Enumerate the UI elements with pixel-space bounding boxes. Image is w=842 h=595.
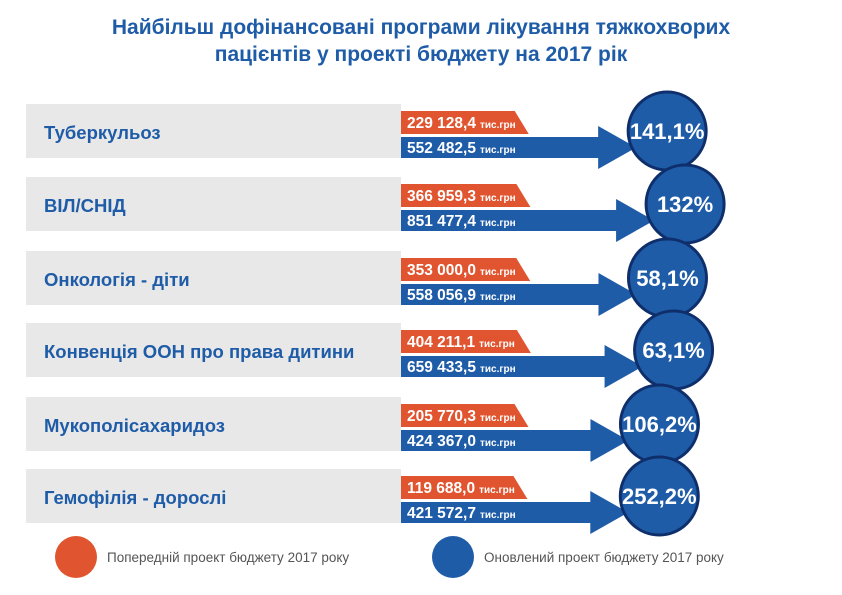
category-band (26, 177, 401, 231)
legend-swatch-previous (55, 536, 97, 578)
category-band (26, 469, 401, 523)
legend-item-previous: Попередній проект бюджету 2017 року (55, 536, 350, 578)
previous-bar (401, 404, 529, 427)
legend-label-previous: Попередній проект бюджету 2017 року (107, 549, 350, 565)
growth-label: 106,2% (622, 412, 697, 437)
previous-value-label: 205 770,3 тис.грн (407, 408, 516, 425)
updated-arrow (401, 491, 629, 534)
legend-swatch-updated (432, 536, 474, 578)
previous-value-label: 366 959,3 тис.грн (407, 188, 516, 205)
category-label: Онкологія - діти (44, 269, 190, 290)
updated-value-label: 552 482,5 тис.грн (407, 140, 516, 157)
updated-arrow (401, 126, 637, 169)
category-label: ВІЛ/СНІД (44, 195, 126, 216)
category-band (26, 397, 401, 451)
growth-label: 58,1% (636, 266, 698, 291)
updated-value-label: 424 367,0 тис.грн (407, 433, 516, 450)
growth-label: 63,1% (642, 338, 704, 363)
previous-bar (401, 111, 529, 134)
updated-arrow (401, 273, 637, 316)
category-label: Мукополісахаридоз (44, 415, 225, 436)
updated-arrow (401, 419, 629, 462)
chart-title-line-1: Найбільш дофінансовані програми лікуванн… (111, 16, 731, 39)
category-label: Конвенція ООН про права дитини (44, 341, 354, 362)
previous-bar (401, 476, 528, 499)
previous-bar (401, 330, 531, 353)
growth-label: 132% (657, 192, 713, 217)
previous-value-label: 404 211,1 тис.грн (407, 334, 515, 351)
growth-label: 141,1% (630, 119, 705, 144)
previous-value-label: 229 128,4 тис.грн (407, 115, 516, 132)
category-label: Гемофілія - дорослі (44, 487, 226, 508)
growth-label: 252,2% (622, 484, 697, 509)
updated-arrow (401, 345, 643, 388)
category-band (26, 323, 401, 377)
updated-value-label: 659 433,5 тис.грн (407, 359, 516, 376)
category-band (26, 251, 401, 305)
updated-value-label: 851 477,4 тис.грн (407, 213, 516, 230)
category-label: Туберкульоз (44, 122, 161, 143)
previous-value-label: 119 688,0 тис.грн (407, 480, 515, 497)
previous-bar (401, 258, 531, 281)
legend-item-updated: Оновлений проект бюджету 2017 року (432, 536, 724, 578)
growth-circle (618, 455, 700, 537)
updated-value-label: 421 572,7 тис.грн (407, 505, 516, 522)
updated-value-label: 558 056,9 тис.грн (407, 287, 516, 304)
legend-label-updated: Оновлений проект бюджету 2017 року (484, 549, 724, 565)
updated-arrow (401, 199, 655, 242)
chart-title: Найбільш дофінансовані програми лікуванн… (0, 14, 842, 68)
chart-title-line-2: пацієнтів у проекті бюджету на 2017 рік (214, 43, 628, 66)
category-band (26, 104, 401, 158)
previous-value-label: 353 000,0 тис.грн (407, 262, 516, 279)
previous-bar (401, 184, 531, 207)
